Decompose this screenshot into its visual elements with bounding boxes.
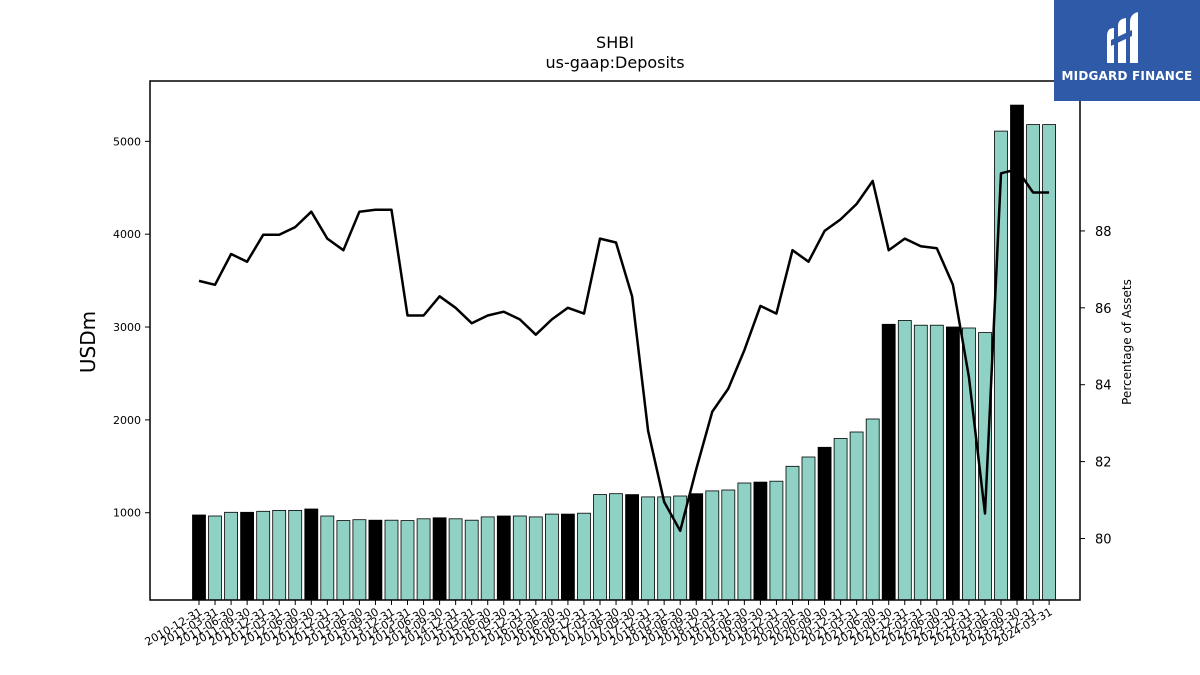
y2-axis-label: Percentage of Assets	[1120, 279, 1134, 405]
bar-2017-06-30	[609, 493, 623, 601]
bar-2017-03-31	[593, 494, 607, 601]
y2-tick-label: 84	[1095, 379, 1112, 394]
bar-2014-03-31	[400, 520, 415, 601]
bar-2018-12-31	[705, 490, 720, 601]
bar-2014-09-30	[432, 517, 447, 601]
bar-2016-03-31	[528, 516, 543, 601]
bar-2018-09-30	[689, 493, 704, 601]
chart-title: SHBI	[596, 33, 634, 52]
plot-frame	[149, 80, 1081, 601]
bar-2020-03-31	[785, 465, 800, 601]
y-tick-label: 3000	[113, 321, 141, 334]
y-tick-label: 1000	[113, 507, 141, 520]
bar-2012-06-30	[288, 509, 303, 601]
left-axis: 1000 2000 3000 4000 5000	[113, 135, 150, 520]
brand-name: MIDGARD FINANCE	[1061, 69, 1193, 83]
bar-2021-06-30	[865, 418, 880, 601]
bar-2019-09-30	[753, 481, 768, 601]
bar-2019-12-31	[769, 480, 784, 601]
bar-2015-12-31	[512, 515, 527, 601]
bar-2015-06-30	[480, 516, 495, 601]
y-axis-label: USDm	[76, 311, 100, 373]
bar-2016-06-30	[545, 513, 559, 601]
y2-tick-label: 82	[1095, 456, 1112, 471]
y2-tick-label: 88	[1095, 225, 1112, 240]
bar-2013-09-30	[368, 519, 383, 601]
right-axis: 80 82 84 86 88	[1080, 225, 1112, 547]
x-axis: 2010-12-312011-03-312011-06-302011-09-30…	[143, 600, 1055, 649]
brand-logo: MIDGARD FINANCE	[1054, 0, 1200, 101]
bar-2024-03-31	[1042, 124, 1056, 601]
bar-2015-03-31	[464, 519, 479, 601]
y-tick-label: 2000	[113, 414, 141, 427]
bar-2011-09-30	[240, 511, 255, 601]
bar-2011-06-30	[224, 511, 239, 601]
bar-2013-03-31	[336, 520, 351, 601]
bar-2014-12-31	[448, 518, 463, 601]
bar-series	[192, 104, 1056, 601]
percentage-line	[198, 168, 1050, 533]
bar-2012-09-30	[304, 508, 319, 601]
bar-2021-09-30	[881, 323, 896, 601]
chart-subtitle: us-gaap:Deposits	[545, 53, 684, 72]
percentage-line-series	[198, 168, 1050, 533]
bar-2019-03-31	[721, 489, 736, 601]
bar-2022-12-31	[962, 327, 976, 601]
bar-2011-03-31	[208, 515, 222, 601]
bar-2012-03-31	[272, 509, 287, 601]
y2-tick-label: 80	[1095, 532, 1112, 547]
bar-2023-12-31	[1026, 124, 1040, 601]
bar-2022-03-31	[913, 324, 928, 601]
bar-2010-12-31	[192, 514, 206, 601]
bar-2017-12-31	[641, 496, 655, 601]
y2-tick-label: 86	[1095, 302, 1112, 317]
bar-2019-06-30	[737, 482, 752, 601]
bar-2023-06-30	[994, 130, 1008, 601]
bar-2014-06-30	[416, 518, 431, 601]
bar-2021-03-31	[849, 431, 864, 601]
bar-2013-06-30	[352, 519, 367, 601]
bar-2020-12-31	[833, 438, 848, 601]
bar-2011-12-31	[256, 510, 271, 601]
bar-2022-06-30	[929, 324, 944, 601]
bar-2020-06-30	[801, 456, 816, 601]
y-tick-label: 4000	[113, 228, 141, 241]
bar-2012-12-31	[320, 515, 335, 601]
y-tick-label: 5000	[113, 135, 141, 148]
bar-2016-09-30	[561, 513, 575, 601]
bar-2013-12-31	[384, 519, 399, 601]
bar-2022-09-30	[946, 326, 960, 601]
bar-2020-09-30	[817, 446, 832, 601]
bar-2016-12-31	[577, 512, 591, 601]
bar-2023-09-30	[1010, 104, 1024, 601]
bar-2015-09-30	[496, 515, 511, 601]
bar-2021-12-31	[897, 320, 912, 601]
midgard-logo-icon	[1107, 12, 1138, 63]
bar-2017-09-30	[625, 494, 639, 601]
